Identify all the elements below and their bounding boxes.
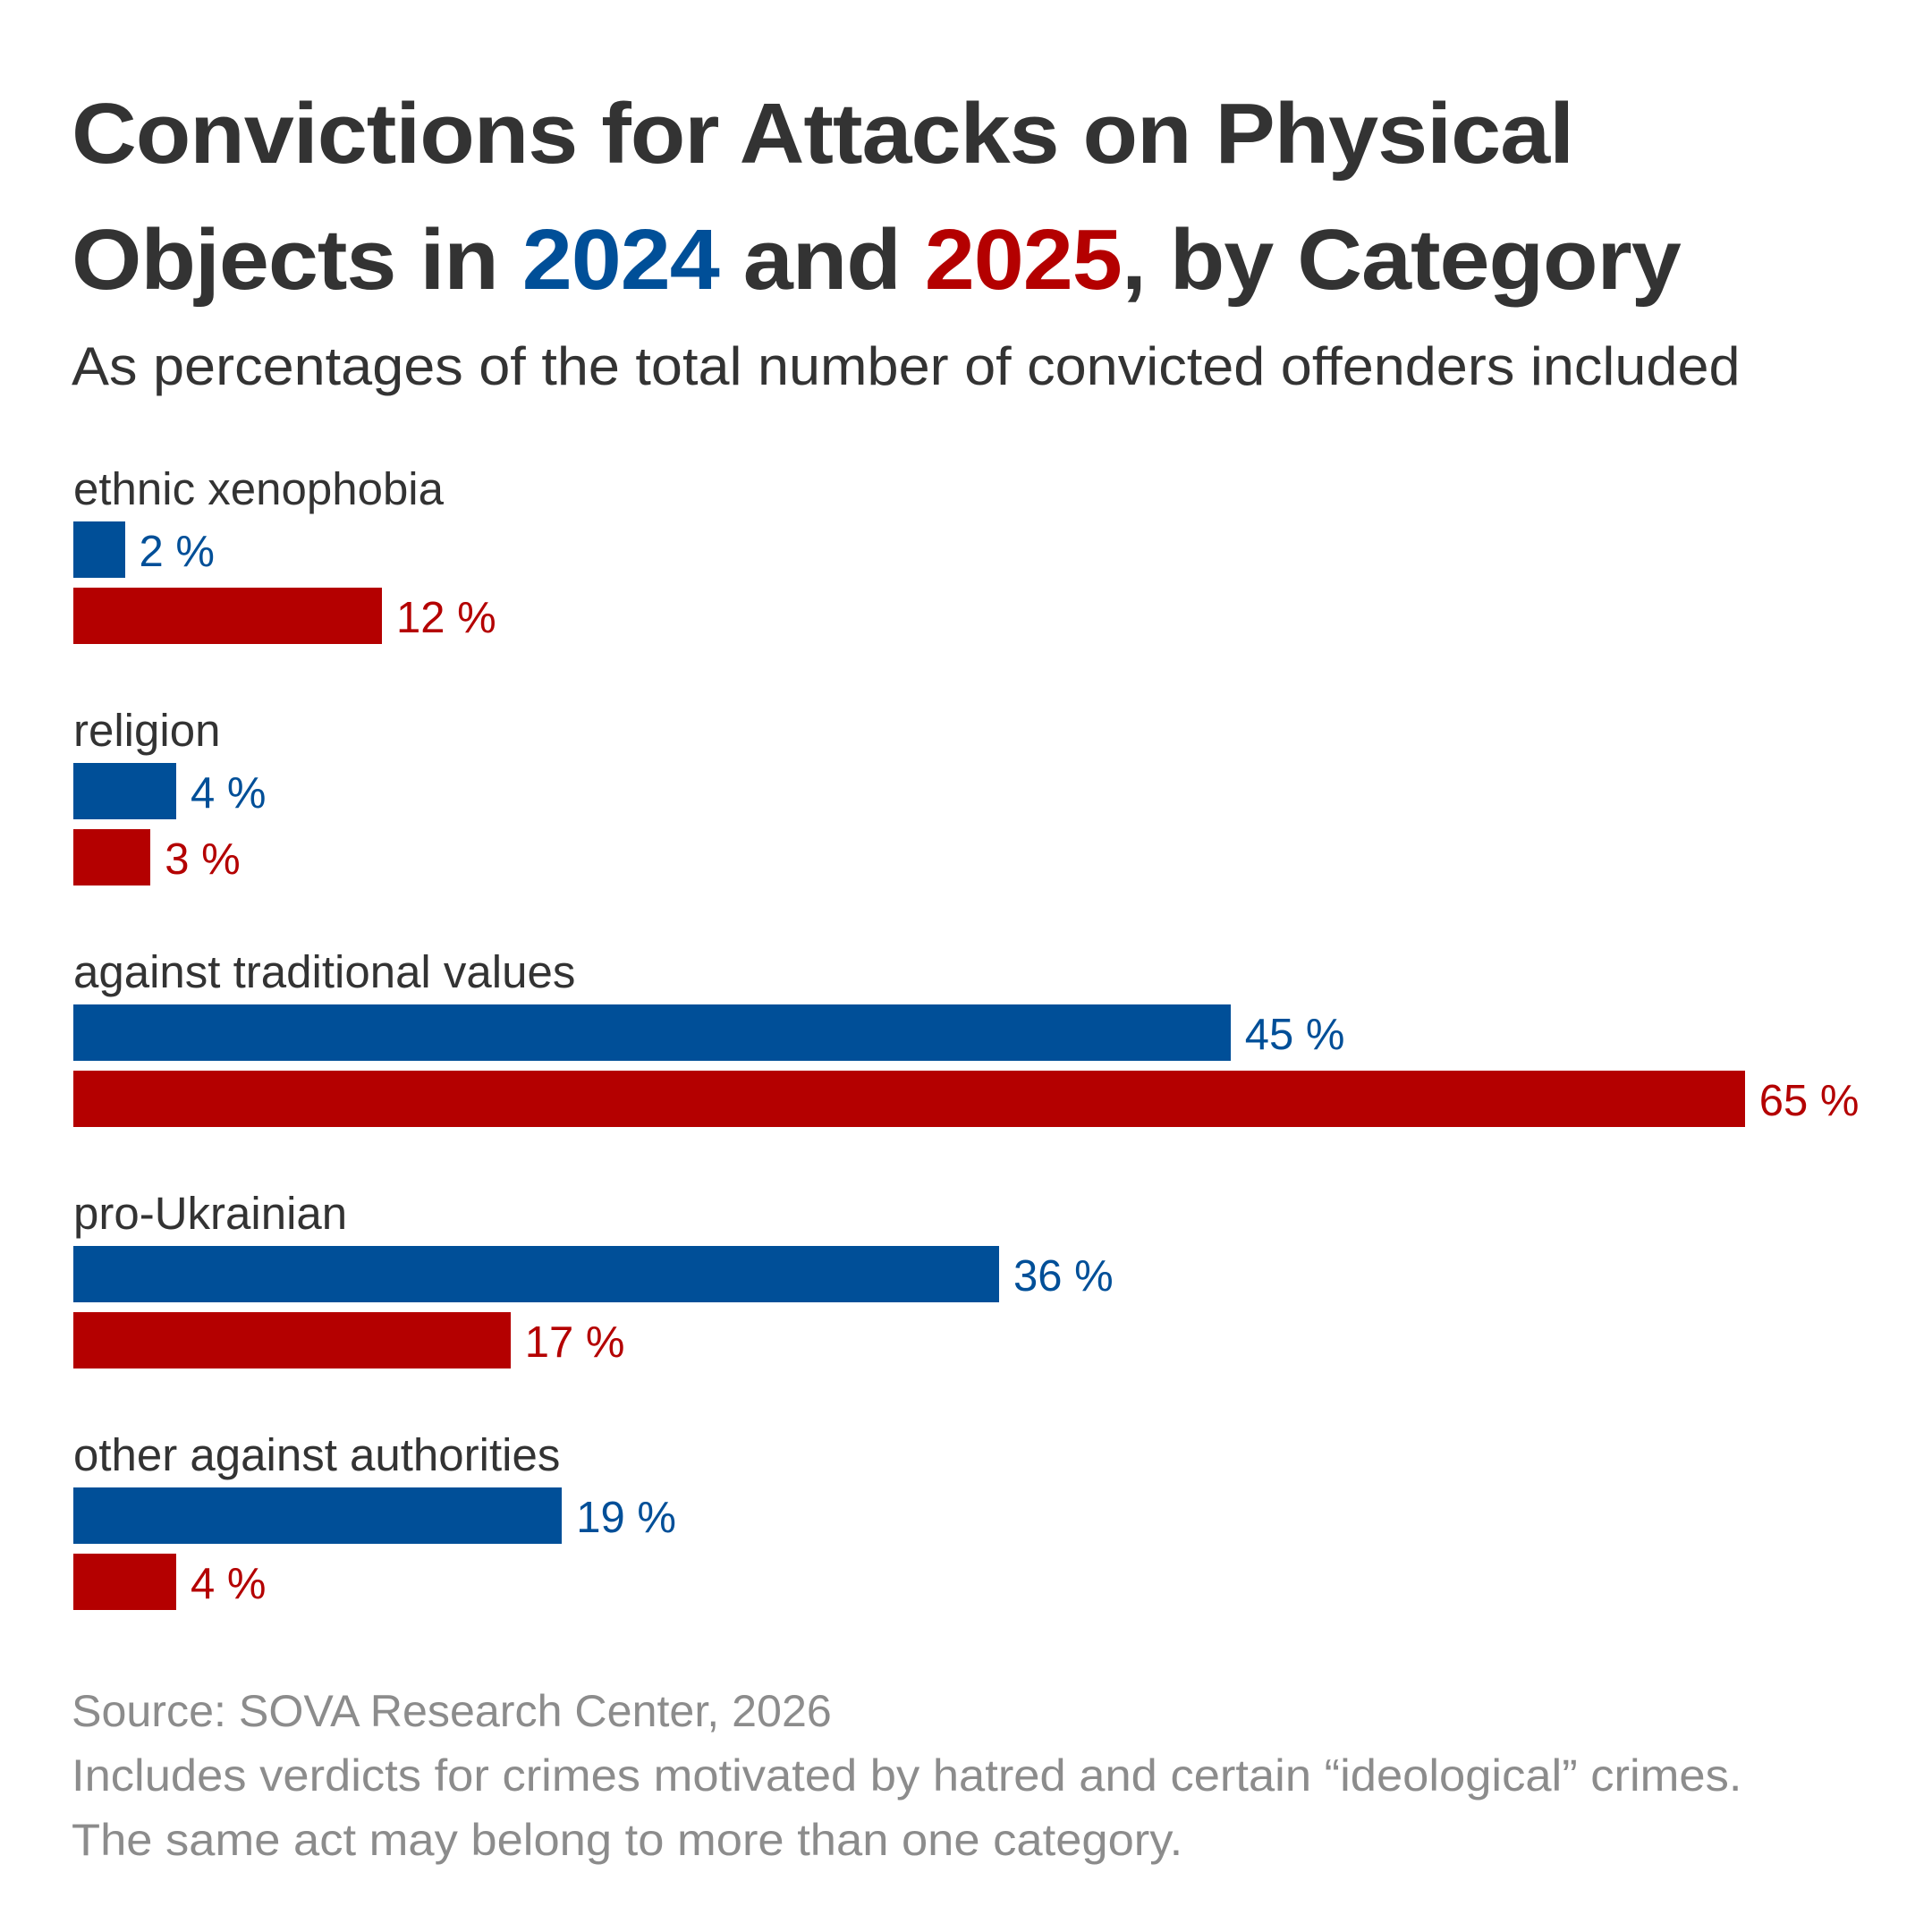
bar-2024 (73, 521, 125, 578)
bar-2024 (73, 1487, 563, 1544)
category-label: against traditional values (73, 946, 576, 997)
value-label-2025: 4 % (191, 1560, 267, 1608)
bar-2024 (73, 1004, 1231, 1061)
title-text: and (718, 212, 925, 308)
source-note: Source: SOVA Research Center, 2026 (72, 1686, 832, 1736)
category-label: other against authorities (73, 1429, 561, 1480)
bar-2025 (73, 1554, 176, 1610)
bar-2025 (73, 1312, 511, 1368)
title-text: Objects in (72, 212, 522, 308)
footnote-line-2: The same act may belong to more than one… (72, 1815, 1183, 1865)
bar-2025 (73, 1071, 1745, 1127)
title-text: , by Category (1121, 212, 1682, 308)
value-label-2025: 17 % (524, 1318, 625, 1367)
bar-2025 (73, 588, 382, 644)
bar-2025 (73, 829, 151, 886)
value-label-2024: 4 % (191, 769, 267, 818)
value-label-2025: 65 % (1758, 1077, 1860, 1125)
value-label-2024: 2 % (139, 528, 215, 576)
chart-title-line-2: Objects in 2024 and 2025, by Category (72, 217, 1682, 303)
chart-subtitle: As percentages of the total number of co… (72, 336, 1741, 396)
value-label-2024: 19 % (576, 1494, 676, 1542)
category-label: ethnic xenophobia (73, 463, 445, 514)
footnote-line-1: Includes verdicts for crimes motivated b… (72, 1750, 1742, 1801)
category-label: pro-Ukrainian (73, 1188, 348, 1239)
value-label-2024: 45 % (1244, 1011, 1345, 1059)
chart-title-line-1: Convictions for Attacks on Physical (72, 86, 1574, 182)
bar-2024 (73, 763, 176, 819)
category-label: religion (73, 705, 221, 756)
title-year-2024: 2024 (521, 212, 720, 308)
title-year-2025: 2025 (924, 212, 1123, 308)
value-label-2024: 36 % (1013, 1252, 1114, 1301)
value-label-2025: 12 % (396, 594, 496, 642)
value-label-2025: 3 % (165, 835, 241, 884)
bar-2024 (73, 1246, 999, 1302)
